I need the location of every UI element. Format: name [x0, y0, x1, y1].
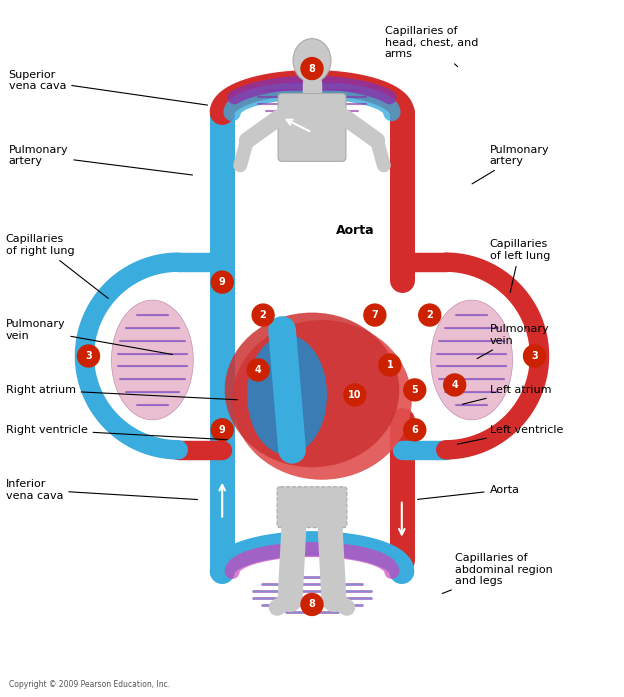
- Circle shape: [404, 419, 426, 441]
- Text: 9: 9: [219, 425, 225, 435]
- Text: Superior
vena cava: Superior vena cava: [9, 70, 207, 105]
- Circle shape: [444, 374, 466, 396]
- Ellipse shape: [112, 300, 193, 420]
- Text: 4: 4: [255, 365, 261, 375]
- Circle shape: [212, 271, 233, 293]
- Text: Aorta: Aorta: [336, 224, 374, 237]
- Text: 3: 3: [85, 351, 92, 361]
- Circle shape: [419, 304, 441, 326]
- Text: Left ventricle: Left ventricle: [457, 425, 563, 444]
- Text: 2: 2: [260, 310, 266, 320]
- Circle shape: [301, 58, 323, 79]
- Text: Right atrium: Right atrium: [6, 385, 237, 400]
- FancyBboxPatch shape: [278, 93, 346, 162]
- Text: 8: 8: [308, 63, 316, 74]
- Ellipse shape: [293, 38, 331, 82]
- Circle shape: [364, 304, 386, 326]
- Circle shape: [247, 359, 269, 381]
- Text: Inferior
vena cava: Inferior vena cava: [6, 479, 197, 500]
- Circle shape: [524, 345, 545, 367]
- Text: Left atrium: Left atrium: [462, 385, 551, 404]
- Text: Capillaries of
abdominal region
and legs: Capillaries of abdominal region and legs: [442, 553, 552, 594]
- Text: Pulmonary
vein: Pulmonary vein: [6, 319, 173, 355]
- FancyBboxPatch shape: [277, 487, 347, 528]
- Circle shape: [344, 384, 366, 406]
- Text: Capillaries of
head, chest, and
arms: Capillaries of head, chest, and arms: [385, 26, 478, 67]
- Ellipse shape: [247, 335, 327, 454]
- Text: 1: 1: [386, 360, 393, 370]
- Circle shape: [301, 594, 323, 615]
- Text: Right ventricle: Right ventricle: [6, 425, 227, 440]
- Circle shape: [77, 345, 99, 367]
- Text: Capillaries
of left lung: Capillaries of left lung: [490, 239, 550, 293]
- Ellipse shape: [431, 300, 512, 420]
- Circle shape: [379, 354, 401, 376]
- Text: 8: 8: [308, 599, 316, 609]
- Text: 9: 9: [219, 277, 225, 287]
- Ellipse shape: [225, 312, 399, 467]
- Ellipse shape: [232, 320, 412, 480]
- Text: Aorta: Aorta: [417, 484, 520, 499]
- Text: Capillaries
of right lung: Capillaries of right lung: [6, 234, 108, 298]
- Circle shape: [404, 379, 426, 401]
- Text: 2: 2: [426, 310, 433, 320]
- Text: 5: 5: [411, 385, 418, 395]
- Text: Pulmonary
artery: Pulmonary artery: [9, 144, 193, 175]
- Text: 10: 10: [348, 390, 362, 400]
- Circle shape: [212, 419, 233, 441]
- Text: 3: 3: [531, 351, 538, 361]
- Circle shape: [252, 304, 274, 326]
- Text: 6: 6: [411, 425, 418, 435]
- Text: Pulmonary
artery: Pulmonary artery: [472, 144, 549, 184]
- Text: Pulmonary
vein: Pulmonary vein: [477, 324, 549, 359]
- Text: 4: 4: [451, 380, 458, 390]
- Text: Copyright © 2009 Pearson Education, Inc.: Copyright © 2009 Pearson Education, Inc.: [9, 680, 170, 689]
- Text: 7: 7: [371, 310, 378, 320]
